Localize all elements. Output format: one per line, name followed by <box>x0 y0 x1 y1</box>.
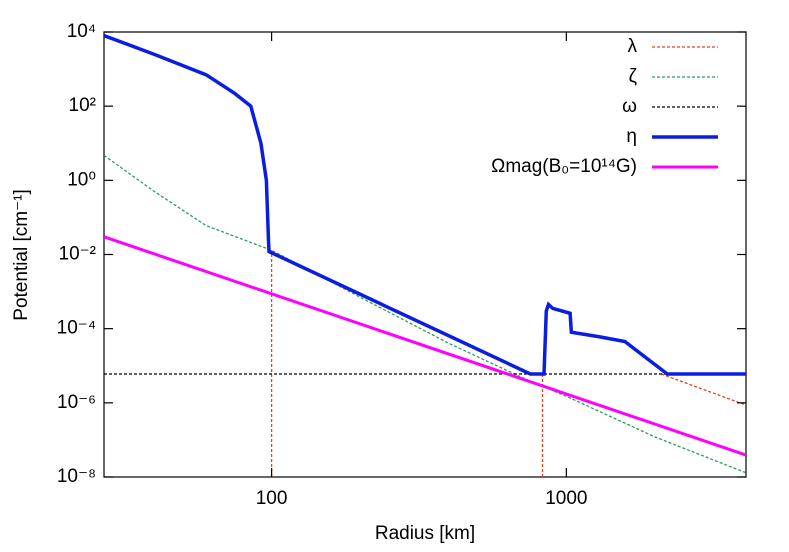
y-tick-label: 10⁻⁴ <box>57 318 96 339</box>
x-tick-label: 100 <box>256 488 288 509</box>
y-tick-label: 10⁻⁸ <box>57 466 96 487</box>
legend-label: λ <box>628 36 638 57</box>
x-tick-label: 1000 <box>545 488 587 509</box>
plot-area <box>104 33 746 477</box>
y-tick-label: 10⁻⁶ <box>57 392 96 413</box>
y-tick-label: 10² <box>69 95 96 116</box>
series-line <box>104 33 746 376</box>
plot-frame <box>103 31 747 478</box>
y-axis-label: Potential [cm⁻¹] <box>11 189 32 320</box>
y-tick-label: 10⁴ <box>67 21 96 42</box>
x-axis-label: Radius [km] <box>375 523 475 544</box>
legend-label: Ωmag(B₀=10¹⁴G) <box>491 156 637 177</box>
y-tick-label: 10⁻² <box>59 244 97 265</box>
legend-label: ω <box>622 96 637 117</box>
series-line <box>104 235 746 457</box>
legend-label: η <box>626 126 637 147</box>
series-line <box>270 250 746 477</box>
series-line <box>104 154 746 474</box>
y-tick-label: 10⁰ <box>67 169 96 190</box>
legend-label: ζ <box>629 66 638 87</box>
